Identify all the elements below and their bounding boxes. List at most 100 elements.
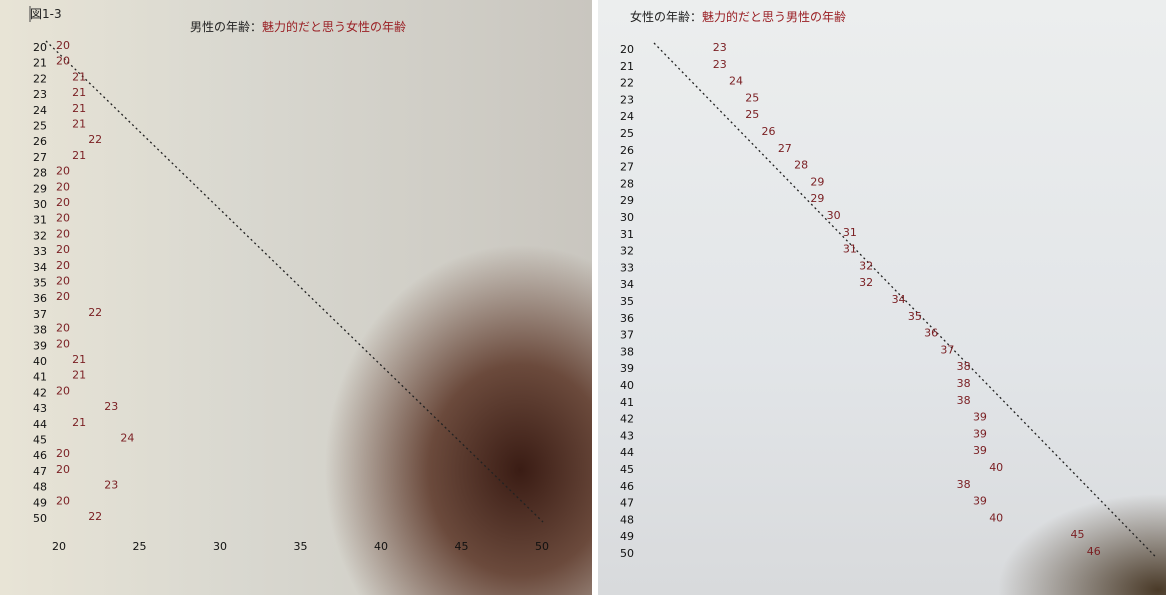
panel-divider [592,0,598,595]
row-age-label: 43 [33,402,47,415]
row-age-label: 25 [620,127,634,140]
attractive-age-value: 20 [56,243,70,256]
row-age-label: 49 [33,496,47,509]
x-tick-label: 30 [213,540,227,553]
row-age-label: 46 [620,480,634,493]
attractive-age-value: 30 [827,209,841,222]
attractive-age-value: 20 [56,259,70,272]
x-tick-label: 45 [455,540,469,553]
attractive-age-value: 24 [120,432,134,445]
row-age-label: 22 [33,72,47,85]
row-age-label: 50 [33,512,47,525]
right-chart-panel: 女性の年齢：魅力的だと思う男性の年齢 20 23 21 23 22 24 23 25 24 25 2… [598,0,1166,595]
row-age-label: 50 [620,547,634,560]
attractive-age-value: 25 [745,91,759,104]
attractive-age-value: 39 [973,411,987,424]
row-age-label: 49 [620,530,634,543]
row-age-label: 36 [33,292,47,305]
attractive-age-value: 20 [56,463,70,476]
attractive-age-value: 21 [72,353,86,366]
row-age-label: 36 [620,312,634,325]
x-tick-label: 20 [52,540,66,553]
row-age-label: 38 [33,324,47,337]
row-age-label: 31 [620,228,634,241]
x-tick-label: 50 [535,540,549,553]
row-age-label: 48 [620,513,634,526]
attractive-age-value: 24 [729,75,743,88]
attractive-age-value: 20 [56,494,70,507]
attractive-age-value: 39 [973,427,987,440]
row-age-label: 40 [33,355,47,368]
attractive-age-value: 39 [973,444,987,457]
row-age-label: 27 [620,161,634,174]
row-age-label: 41 [620,396,634,409]
row-age-label: 25 [33,120,47,133]
row-age-label: 38 [620,345,634,358]
attractive-age-value: 20 [56,337,70,350]
row-age-label: 32 [620,245,634,258]
row-age-label: 23 [620,93,634,106]
attractive-age-value: 38 [957,377,971,390]
row-age-label: 37 [33,308,47,321]
row-age-label: 29 [33,182,47,195]
left-chart-panel: 図1-3 男性の年齢：魅力的だと思う女性の年齢 20 20 21 20 22 21 23 21… [0,0,592,595]
attractive-age-value: 29 [810,192,824,205]
attractive-age-value: 40 [989,461,1003,474]
row-age-label: 45 [33,434,47,447]
attractive-age-value: 20 [56,196,70,209]
row-age-label: 31 [33,214,47,227]
row-age-label: 37 [620,329,634,342]
row-age-label: 46 [33,449,47,462]
row-age-label: 45 [620,463,634,476]
row-age-label: 34 [33,261,47,274]
row-age-label: 35 [620,295,634,308]
attractive-age-value: 27 [778,142,792,155]
attractive-age-value: 21 [72,86,86,99]
row-age-label: 23 [33,88,47,101]
attractive-age-value: 31 [843,226,857,239]
row-age-label: 47 [33,465,47,478]
row-age-label: 41 [33,371,47,384]
attractive-age-value: 21 [72,149,86,162]
right-chart-title: 女性の年齢：魅力的だと思う男性の年齢 [630,9,846,24]
attractive-age-value: 20 [56,165,70,178]
attractive-age-value: 20 [56,322,70,335]
attractive-age-value: 38 [957,478,971,491]
attractive-age-value: 21 [72,70,86,83]
row-age-label: 34 [620,278,634,291]
figure-label: 図1-3 [30,7,62,21]
attractive-age-value: 21 [72,102,86,115]
attractive-age-value: 37 [940,343,954,356]
row-age-label: 44 [33,418,47,431]
row-age-label: 43 [620,429,634,442]
row-age-label: 20 [33,41,47,54]
attractive-age-value: 28 [794,159,808,172]
attractive-age-value: 22 [88,133,102,146]
row-age-label: 33 [33,245,47,258]
row-age-label: 30 [620,211,634,224]
row-age-label: 21 [620,60,634,73]
attractive-age-value: 23 [104,479,118,492]
attractive-age-value: 26 [762,125,776,138]
row-age-label: 22 [620,77,634,90]
attractive-age-value: 45 [1071,528,1085,541]
attractive-age-value: 35 [908,310,922,323]
attractive-age-value: 20 [56,447,70,460]
row-age-label: 39 [33,339,47,352]
row-age-label: 44 [620,446,634,459]
row-age-label: 26 [33,135,47,148]
row-age-label: 27 [33,151,47,164]
attractive-age-value: 21 [72,416,86,429]
row-age-label: 21 [33,57,47,70]
row-age-label: 42 [620,413,634,426]
attractive-age-value: 23 [713,58,727,71]
attractive-age-value: 21 [72,369,86,382]
left-chart-title: 男性の年齢：魅力的だと思う女性の年齢 [190,19,406,34]
row-age-label: 20 [620,43,634,56]
attractive-age-value: 20 [56,180,70,193]
x-tick-label: 40 [374,540,388,553]
attractive-age-value: 23 [713,41,727,54]
row-age-label: 42 [33,386,47,399]
